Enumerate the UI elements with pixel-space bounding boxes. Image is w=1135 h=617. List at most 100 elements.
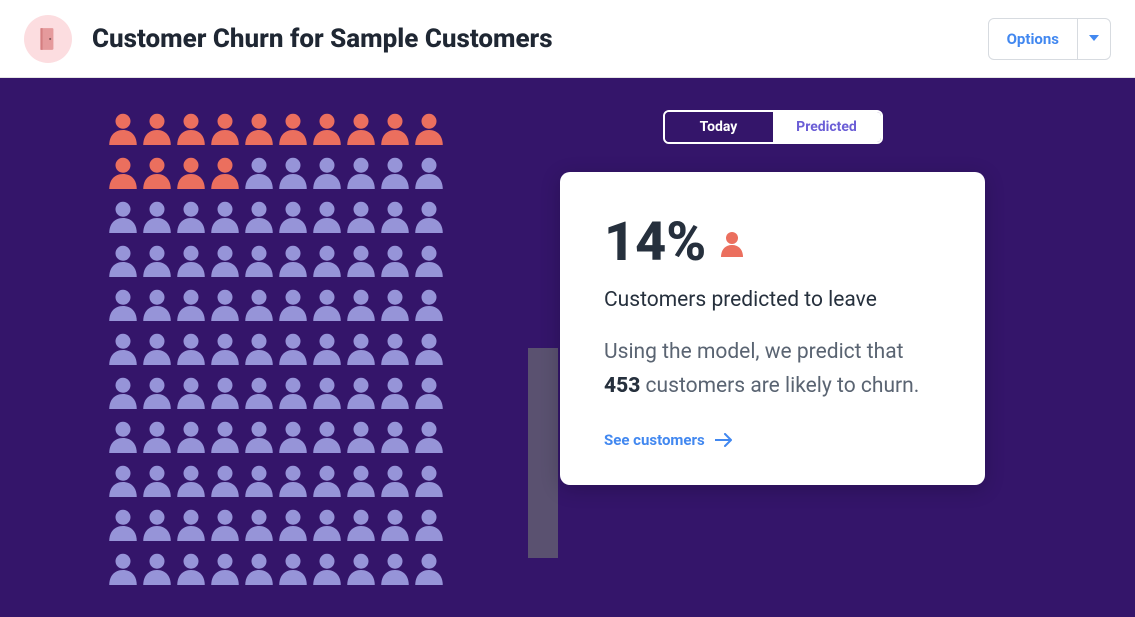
- person-unit: [380, 112, 410, 148]
- person-unit: [244, 244, 274, 280]
- person-unit: [108, 156, 138, 192]
- view-toggle: Today Predicted: [663, 110, 883, 144]
- person-unit: [210, 200, 240, 236]
- page-title: Customer Churn for Sample Customers: [92, 24, 553, 54]
- person-unit: [278, 464, 308, 500]
- person-unit: [278, 376, 308, 412]
- right-panel: Today Predicted 14% Customers predicted …: [560, 110, 985, 485]
- person-unit: [210, 552, 240, 588]
- person-unit: [142, 200, 172, 236]
- person-unit: [108, 552, 138, 588]
- person-unit: [414, 508, 444, 544]
- person-unit: [108, 508, 138, 544]
- person-unit: [244, 332, 274, 368]
- percent-value: 14%: [604, 216, 706, 270]
- person-unit: [312, 552, 342, 588]
- person-unit: [210, 420, 240, 456]
- person-unit: [142, 464, 172, 500]
- person-unit: [414, 156, 444, 192]
- percent-row: 14%: [604, 216, 941, 270]
- person-unit: [380, 420, 410, 456]
- person-unit: [244, 508, 274, 544]
- summary-card: 14% Customers predicted to leave Using t…: [560, 172, 985, 485]
- person-unit: [312, 420, 342, 456]
- person-unit: [108, 376, 138, 412]
- person-unit: [380, 244, 410, 280]
- person-unit: [312, 508, 342, 544]
- card-subheading: Customers predicted to leave: [604, 288, 941, 312]
- person-unit: [346, 244, 376, 280]
- person-unit: [142, 420, 172, 456]
- person-unit: [414, 200, 444, 236]
- person-unit: [210, 112, 240, 148]
- person-unit: [210, 156, 240, 192]
- person-unit: [142, 112, 172, 148]
- person-unit: [176, 244, 206, 280]
- person-icon: [720, 230, 744, 260]
- person-unit: [346, 112, 376, 148]
- person-unit: [312, 244, 342, 280]
- person-unit: [312, 288, 342, 324]
- person-unit: [210, 332, 240, 368]
- options-button[interactable]: Options: [988, 18, 1111, 60]
- header: Customer Churn for Sample Customers Opti…: [0, 0, 1135, 78]
- person-unit: [278, 552, 308, 588]
- person-unit: [176, 376, 206, 412]
- person-unit: [210, 508, 240, 544]
- person-unit: [346, 464, 376, 500]
- person-unit: [176, 112, 206, 148]
- person-unit: [210, 244, 240, 280]
- person-unit: [142, 332, 172, 368]
- person-unit: [142, 156, 172, 192]
- person-unit: [414, 244, 444, 280]
- person-unit: [414, 376, 444, 412]
- person-unit: [414, 332, 444, 368]
- person-unit: [142, 244, 172, 280]
- person-unit: [244, 200, 274, 236]
- person-unit: [380, 552, 410, 588]
- toggle-wrap: Today Predicted: [560, 110, 985, 144]
- person-unit: [176, 508, 206, 544]
- person-unit: [210, 464, 240, 500]
- header-left: Customer Churn for Sample Customers: [24, 15, 553, 63]
- person-unit: [108, 288, 138, 324]
- person-unit: [346, 332, 376, 368]
- person-unit: [108, 464, 138, 500]
- see-customers-link[interactable]: See customers: [604, 431, 941, 449]
- person-unit: [176, 552, 206, 588]
- person-unit: [312, 156, 342, 192]
- desc-prefix: Using the model, we predict that: [604, 340, 904, 364]
- person-unit: [142, 288, 172, 324]
- desc-suffix: customers are likely to churn.: [640, 374, 919, 398]
- person-unit: [278, 200, 308, 236]
- person-unit: [380, 288, 410, 324]
- person-unit: [176, 464, 206, 500]
- card-description: Using the model, we predict that 453 cus…: [604, 336, 941, 403]
- person-unit: [278, 508, 308, 544]
- side-tab-handle[interactable]: [528, 348, 558, 558]
- person-unit: [346, 508, 376, 544]
- people-pictograph: [108, 112, 560, 588]
- person-unit: [312, 112, 342, 148]
- logo-icon: [24, 15, 72, 63]
- person-unit: [176, 156, 206, 192]
- person-unit: [176, 200, 206, 236]
- person-unit: [346, 420, 376, 456]
- person-unit: [414, 420, 444, 456]
- toggle-today[interactable]: Today: [665, 112, 773, 142]
- person-unit: [312, 376, 342, 412]
- pictograph-panel: [0, 110, 560, 617]
- person-unit: [244, 464, 274, 500]
- toggle-predicted[interactable]: Predicted: [773, 112, 881, 142]
- person-unit: [176, 420, 206, 456]
- person-unit: [312, 200, 342, 236]
- person-unit: [244, 420, 274, 456]
- person-unit: [108, 420, 138, 456]
- person-unit: [176, 332, 206, 368]
- person-unit: [312, 464, 342, 500]
- person-unit: [380, 508, 410, 544]
- person-unit: [176, 288, 206, 324]
- person-unit: [142, 376, 172, 412]
- person-unit: [278, 288, 308, 324]
- desc-number: 453: [604, 374, 640, 398]
